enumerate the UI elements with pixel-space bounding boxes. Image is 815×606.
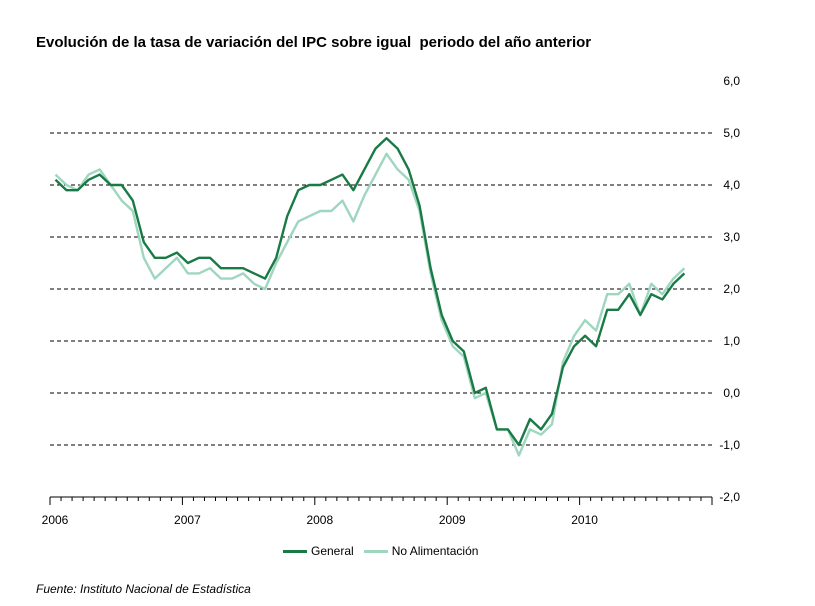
- legend-label-no-alimentacion: No Alimentación: [391, 544, 479, 558]
- x-tick-labels: 2006 2007 2008 2009 2010: [42, 513, 599, 527]
- chart-title: Evolución de la tasa de variación del IP…: [36, 34, 592, 51]
- y-tick-label: 3,0: [723, 230, 740, 244]
- y-tick-label: 5,0: [723, 126, 740, 140]
- series-line-no-alimentacion: [54, 152, 686, 457]
- y-tick-label: -1,0: [719, 438, 740, 452]
- y-tick-label: 4,0: [723, 178, 740, 192]
- y-tick-label: -2,0: [719, 490, 740, 504]
- x-tick-label: 2007: [174, 513, 201, 527]
- legend-swatch-general: [283, 549, 307, 553]
- series-lines: [54, 136, 686, 457]
- source-note: Fuente: Instituto Nacional de Estadístic…: [36, 582, 251, 596]
- legend-item-no-alimentacion: No Alimentación: [363, 544, 479, 558]
- legend-swatch-no-alimentacion: [363, 549, 388, 553]
- y-tick-label: 2,0: [723, 282, 740, 296]
- y-tick-label: 1,0: [723, 334, 740, 348]
- x-tick-label: 2008: [306, 513, 333, 527]
- legend-label-general: General: [311, 544, 354, 558]
- series-line-general: [54, 136, 686, 447]
- legend: General No Alimentación: [283, 544, 488, 558]
- axes: [49, 496, 713, 505]
- y-tick-label: 6,0: [723, 74, 740, 88]
- y-tick-label: 0,0: [723, 386, 740, 400]
- legend-item-general: General: [283, 544, 354, 558]
- grid-lines: [50, 132, 712, 446]
- y-tick-labels: -2,0 -1,0 0,0 1,0 2,0 3,0 4,0 5,0 6,0: [719, 74, 740, 504]
- x-tick-label: 2010: [571, 513, 598, 527]
- x-tick-label: 2009: [439, 513, 466, 527]
- x-tick-label: 2006: [42, 513, 69, 527]
